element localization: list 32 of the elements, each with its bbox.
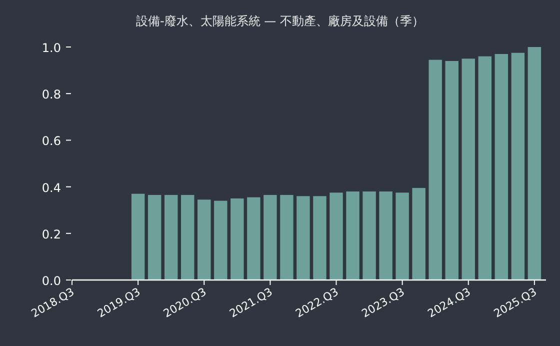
bar — [230, 198, 244, 280]
bar — [181, 194, 194, 280]
y-tick-label: 1.0 — [42, 41, 61, 55]
bar — [478, 56, 492, 280]
bar — [494, 54, 508, 280]
bar — [198, 200, 211, 280]
y-tick-label: 0.0 — [42, 274, 61, 288]
bar — [362, 191, 376, 280]
bar — [247, 197, 260, 280]
bar — [462, 58, 475, 280]
y-tick-label: 0.2 — [42, 227, 61, 242]
y-tick-label: 0.4 — [42, 180, 61, 195]
y-tick-label: 0.8 — [42, 88, 61, 102]
bar — [379, 191, 392, 280]
bar — [214, 200, 228, 280]
bar — [511, 52, 525, 280]
y-tick-label: 0.6 — [42, 134, 61, 148]
bar — [528, 47, 542, 280]
bar — [296, 196, 310, 280]
bar — [280, 194, 294, 280]
bar — [164, 194, 178, 280]
bar — [346, 191, 360, 280]
bar — [264, 194, 277, 280]
bar — [330, 192, 343, 280]
bar — [131, 194, 145, 280]
bar — [148, 194, 162, 280]
bar — [428, 60, 442, 280]
bar — [396, 192, 409, 280]
bar — [445, 60, 458, 280]
chart-title: 設備-廢水、太陽能系統 — 不動產、廠房及設備（季） — [136, 14, 424, 28]
bar — [412, 188, 426, 280]
bar — [313, 196, 326, 280]
